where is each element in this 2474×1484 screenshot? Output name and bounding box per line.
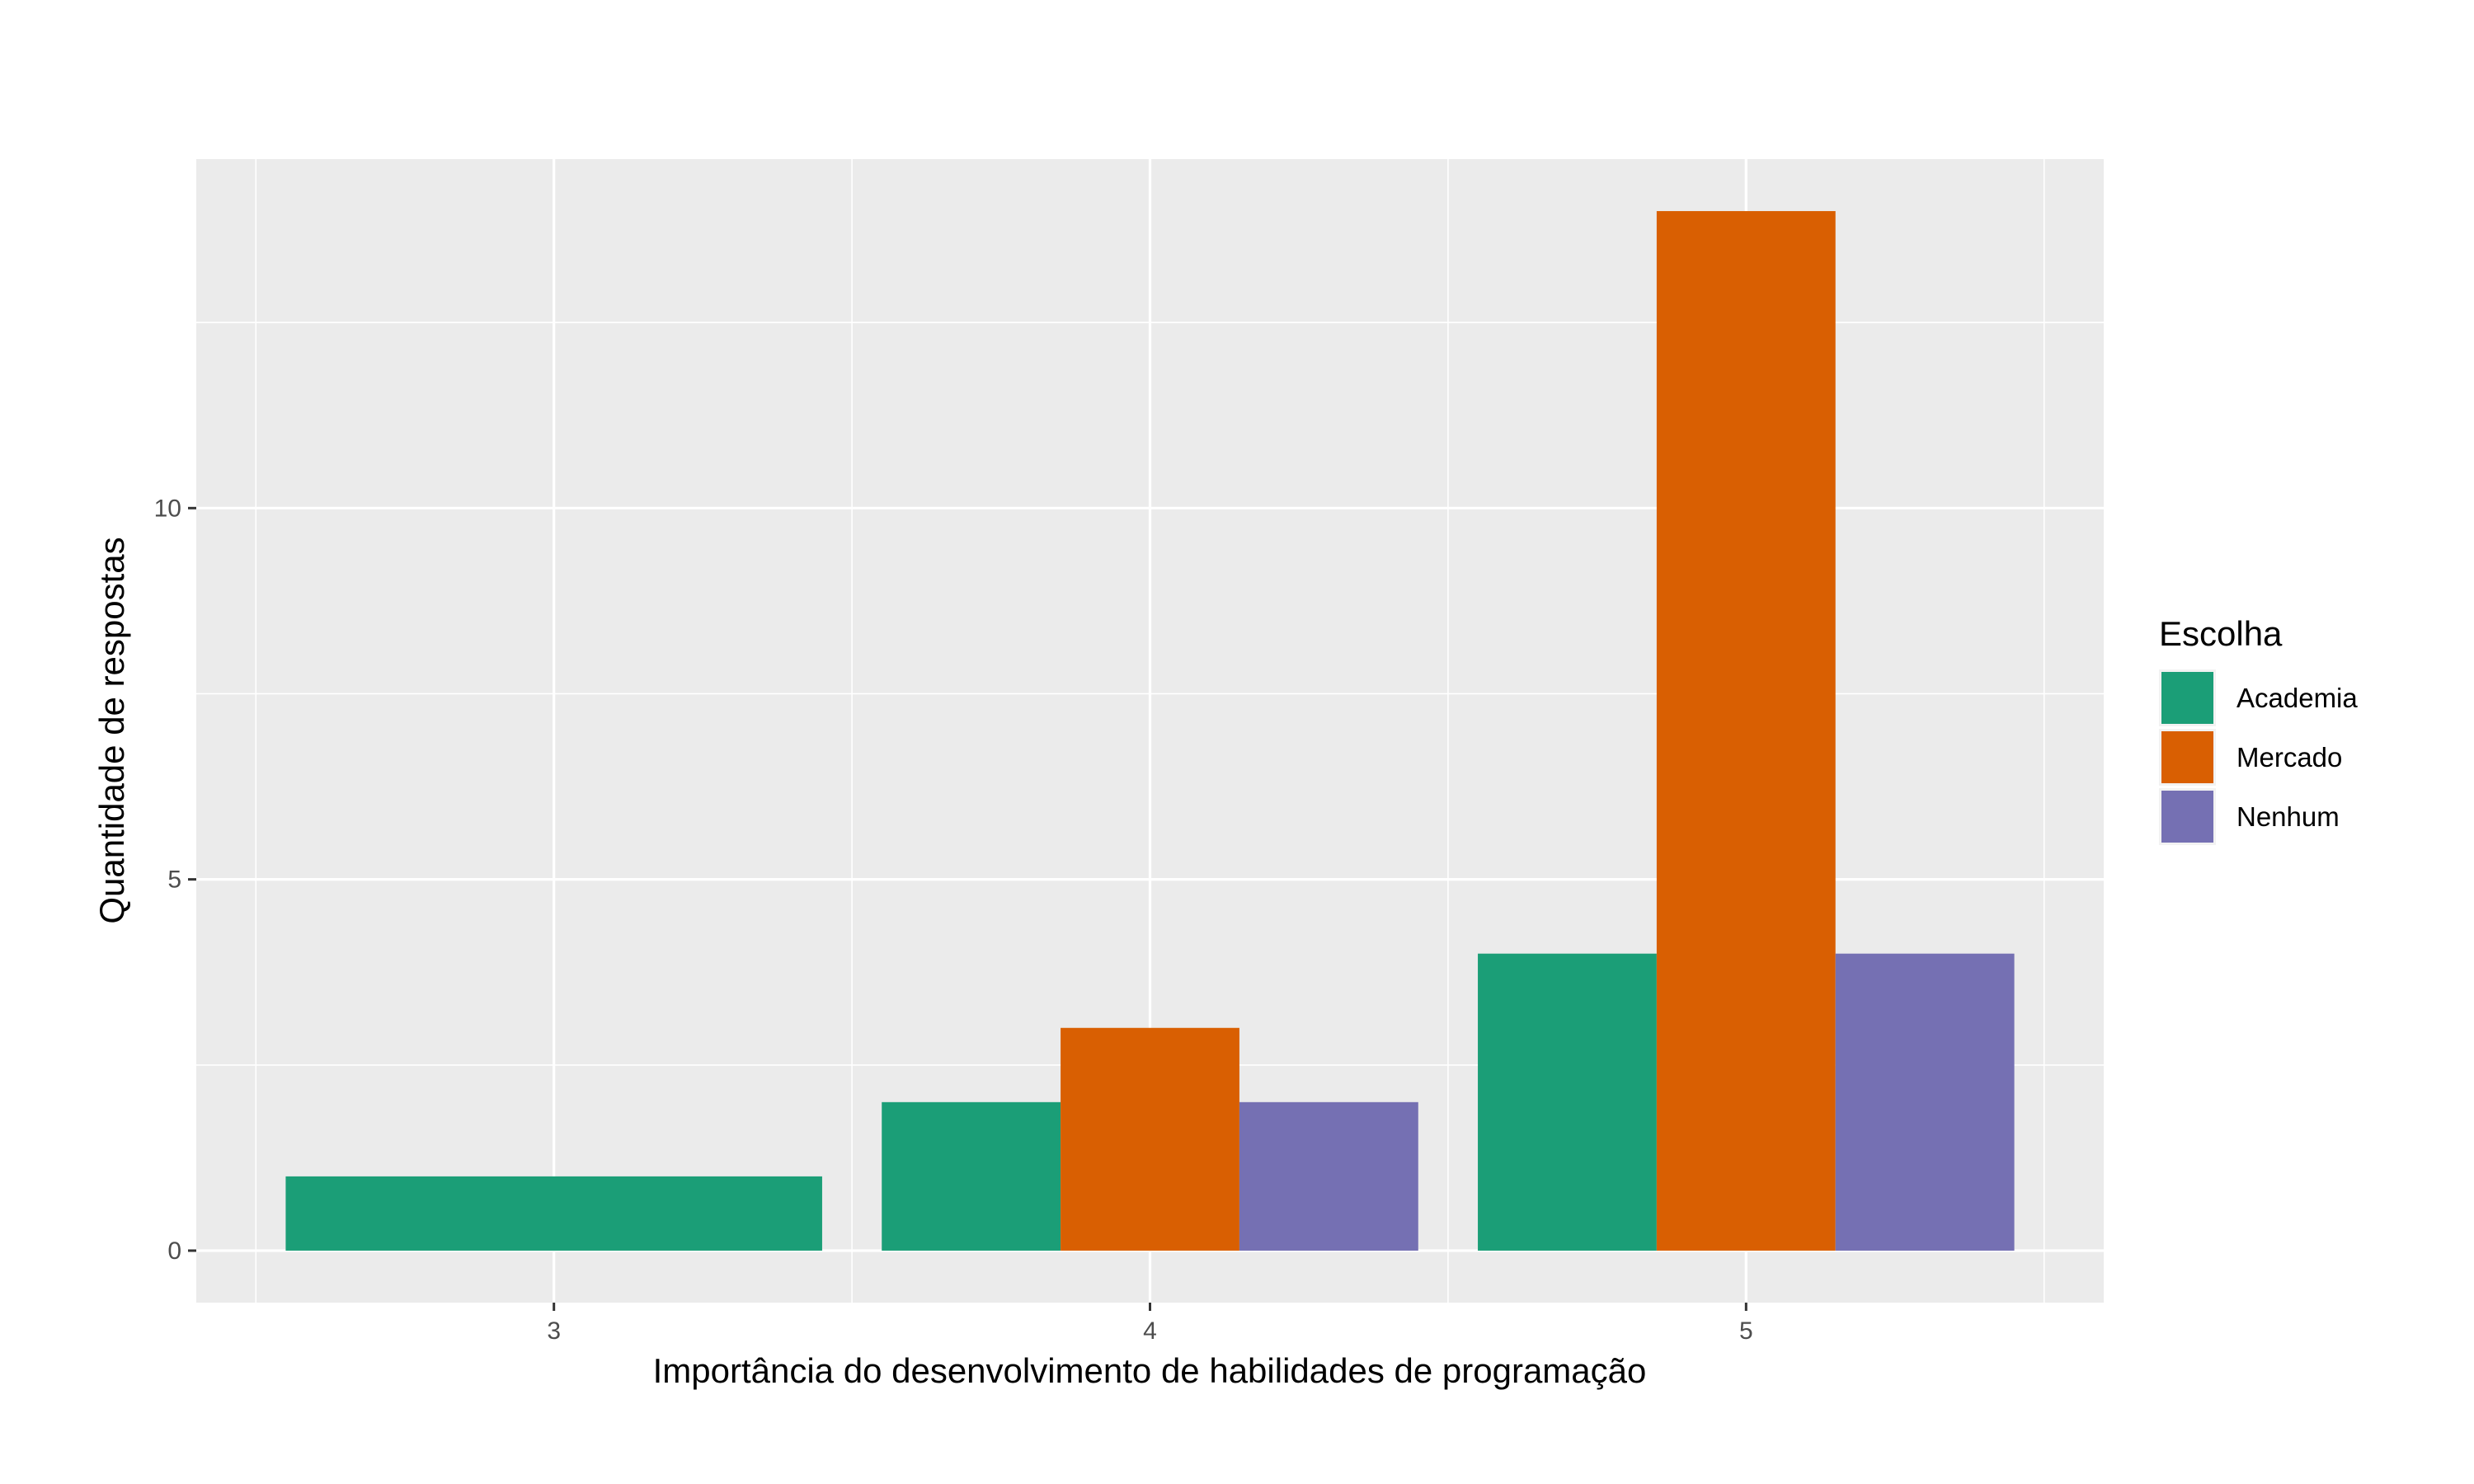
bar-academia-4 [882, 1101, 1061, 1251]
bars [285, 211, 2015, 1251]
legend-title: Escolha [2159, 614, 2283, 653]
legend: Escolha Academia Mercado Nenhum [2159, 614, 2358, 845]
bar-nenhum-4 [1239, 1101, 1418, 1251]
legend-label-academia: Academia [2236, 683, 2358, 713]
y-axis-title: Quantidade de respostas [92, 537, 131, 923]
legend-key-nenhum [2161, 791, 2213, 843]
y-tick-label: 10 [154, 495, 181, 522]
y-axis: 0 5 10 [154, 495, 196, 1265]
bar-mercado-4 [1061, 1027, 1239, 1251]
x-axis-title: Importância do desenvolvimento de habili… [653, 1351, 1647, 1390]
bar-academia-5 [1478, 953, 1657, 1251]
legend-label-mercado: Mercado [2236, 742, 2342, 773]
bar-academia-3 [285, 1176, 822, 1251]
legend-key-academia [2161, 672, 2213, 724]
x-tick-label: 4 [1143, 1317, 1157, 1345]
x-axis: 3 4 5 [547, 1303, 1753, 1345]
legend-key-mercado [2161, 731, 2213, 783]
x-tick-label: 5 [1739, 1317, 1753, 1345]
x-tick-label: 3 [547, 1317, 561, 1345]
bar-nenhum-5 [1835, 953, 2015, 1251]
y-tick-label: 0 [167, 1237, 181, 1265]
legend-label-nenhum: Nenhum [2236, 801, 2340, 832]
bar-mercado-5 [1656, 211, 1836, 1251]
y-tick-label: 5 [167, 866, 181, 894]
legend-items: Academia Mercado Nenhum [2159, 669, 2358, 845]
